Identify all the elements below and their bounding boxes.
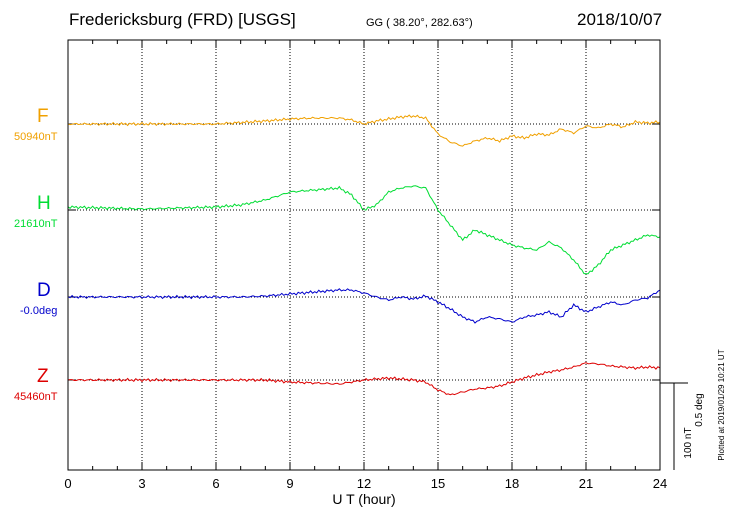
x-tick-label: 15 [431, 476, 445, 491]
x-tick-label: 6 [212, 476, 219, 491]
x-tick-label: 0 [64, 476, 71, 491]
plot-frame [67, 39, 661, 471]
channel-z-baseline: 45460nT [14, 391, 58, 403]
series-line-d [67, 288, 661, 324]
plot-date: 2018/10/07 [577, 10, 663, 29]
channel-f-label: F [37, 106, 49, 127]
x-tick-label: 9 [286, 476, 293, 491]
channel-h-label: H [37, 193, 51, 214]
x-ticks: 0 3 6 9 12 15 18 21 24 [64, 40, 667, 491]
x-tick-label: 12 [357, 476, 371, 491]
station-title: Fredericksburg (FRD) [USGS] [69, 10, 296, 29]
grid [141, 40, 587, 470]
x-axis-label: U T (hour) [332, 491, 395, 507]
series-line-h [67, 185, 661, 275]
channel-z-label: Z [37, 366, 49, 387]
channel-d-baseline: -0.0deg [20, 305, 58, 317]
channel-f-baseline: 50940nT [14, 131, 58, 143]
x-tick-label: 21 [579, 476, 593, 491]
baselines [68, 123, 660, 381]
series [67, 114, 661, 396]
station-coordinates: GG ( 38.20°, 282.63°) [366, 17, 473, 29]
series-line-f [67, 114, 661, 147]
scale-label-deg: 0.5 deg [694, 393, 705, 426]
series-line-z [67, 362, 661, 396]
channel-h-baseline: 21610nT [14, 218, 58, 230]
scale-label-nt: 100 nT [683, 427, 694, 458]
plotted-note: Plotted at 2019/01/29 10:21 UT [717, 349, 726, 460]
x-tick-label: 24 [653, 476, 667, 491]
x-tick-label: 3 [138, 476, 145, 491]
x-tick-label: 18 [505, 476, 519, 491]
channel-d-label: D [37, 280, 51, 301]
